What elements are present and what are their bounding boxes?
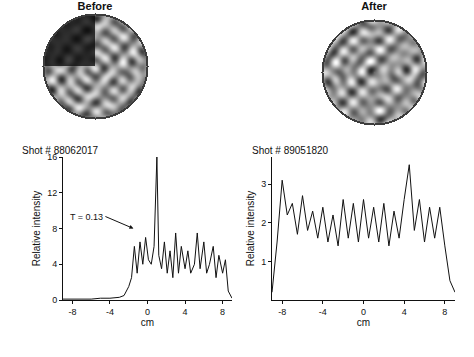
svg-text:-8: -8 [68, 307, 76, 317]
svg-text:8: 8 [52, 224, 57, 234]
svg-text:4: 4 [183, 307, 188, 317]
html-text:After: After [361, 0, 387, 12]
svg-text:8: 8 [220, 307, 225, 317]
svg-text:16: 16 [47, 152, 57, 162]
svg-text:Shot # 89051820: Shot # 89051820 [252, 145, 329, 156]
svg-text:Relative intensity: Relative intensity [31, 191, 42, 267]
svg-text:-4: -4 [106, 307, 114, 317]
svg-text:0: 0 [145, 307, 150, 317]
svg-text:Shot # 88062017: Shot # 88062017 [22, 145, 99, 156]
html-text:Before: Before [77, 0, 113, 12]
svg-text:cm: cm [141, 317, 154, 328]
svg-text:4: 4 [402, 307, 407, 317]
svg-text:cm: cm [357, 317, 370, 328]
svg-text:8: 8 [442, 307, 447, 317]
svg-text:12: 12 [47, 188, 57, 198]
svg-text:0: 0 [361, 307, 366, 317]
svg-text:-4: -4 [319, 307, 327, 317]
svg-text:0: 0 [52, 295, 57, 305]
svg-text:3: 3 [261, 179, 266, 189]
svg-text:1: 1 [261, 257, 266, 267]
svg-text:T = 0.13: T = 0.13 [70, 212, 103, 222]
svg-text:4: 4 [52, 259, 57, 269]
svg-text:Relative intensity: Relative intensity [245, 191, 256, 267]
svg-text:2: 2 [261, 218, 266, 228]
svg-text:-8: -8 [278, 307, 286, 317]
